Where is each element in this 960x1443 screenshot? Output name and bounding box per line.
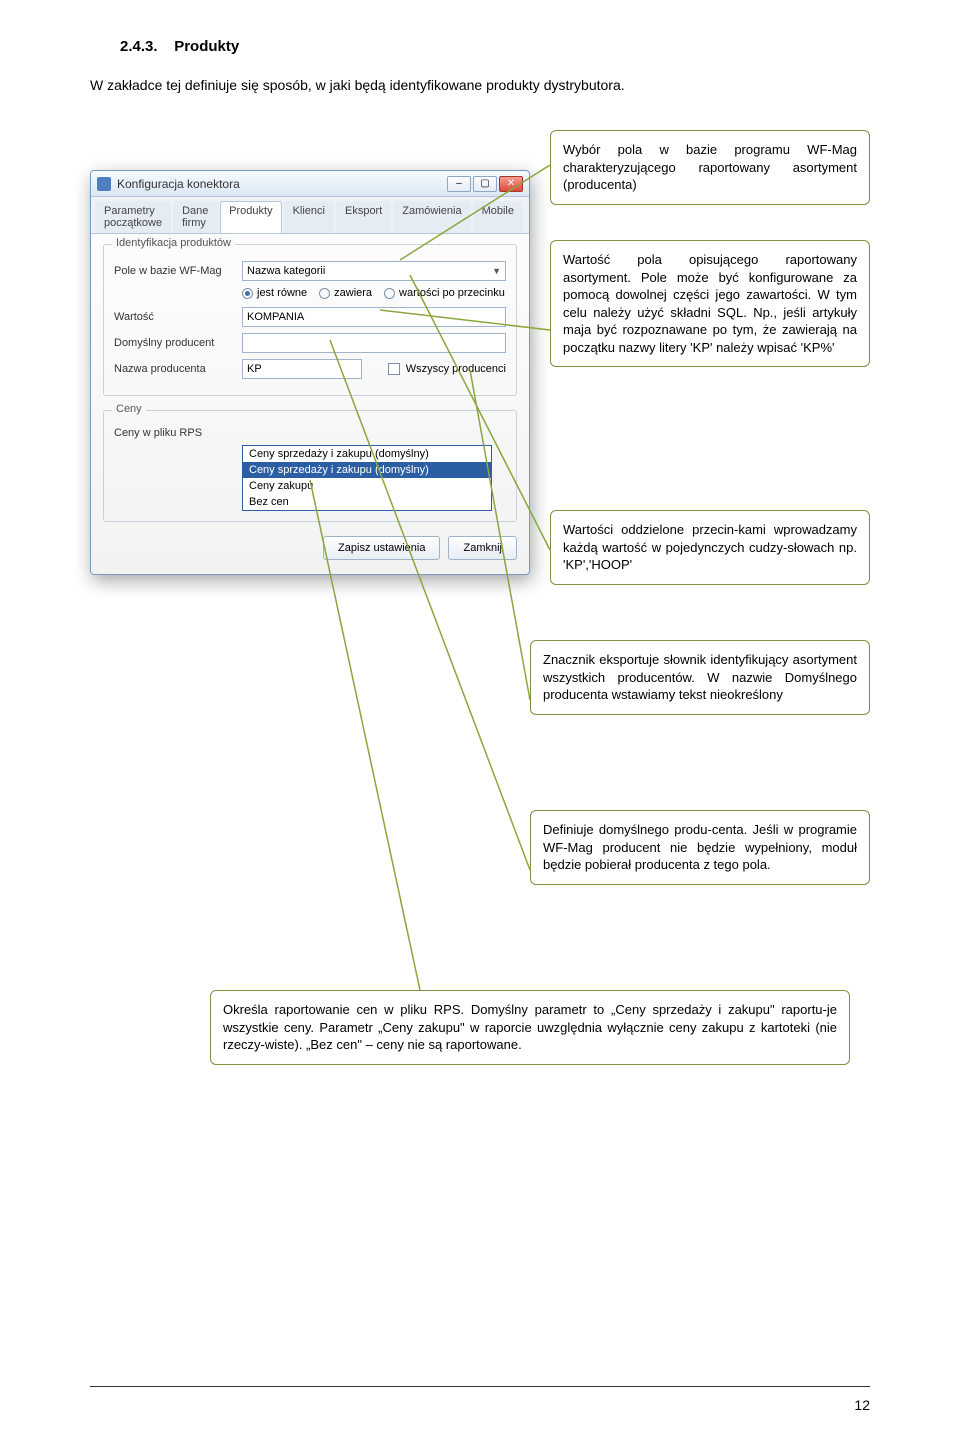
- checkbox-wszyscy[interactable]: [388, 363, 400, 375]
- group-legend-identyfikacja: Identyfikacja produktów: [112, 237, 235, 249]
- callout-1: Wybór pola w bazie programu WF-Mag chara…: [550, 130, 870, 205]
- label-wszyscy: Wszyscy producenci: [406, 363, 506, 375]
- group-identyfikacja: Identyfikacja produktów Pole w bazie WF-…: [103, 244, 517, 396]
- page-footer-rule: [90, 1386, 870, 1387]
- section-heading: 2.4.3. Produkty: [120, 38, 870, 55]
- label-ceny: Ceny w pliku RPS: [114, 427, 234, 439]
- input-wartosc[interactable]: KOMPANIA: [242, 307, 506, 327]
- group-legend-ceny: Ceny: [112, 403, 146, 415]
- input-domyslny[interactable]: [242, 333, 506, 353]
- radio-wartości-po-przecinku[interactable]: wartości po przecinku: [384, 287, 505, 299]
- label-wartosc: Wartość: [114, 311, 234, 323]
- close-button[interactable]: Zamknij: [448, 536, 517, 560]
- tab-dane-firmy[interactable]: Dane firmy: [173, 201, 218, 233]
- tab-eksport[interactable]: Eksport: [336, 201, 391, 233]
- option-ceny-0[interactable]: Ceny sprzedaży i zakupu (domyślny): [243, 446, 491, 462]
- intro-paragraph: W zakładce tej definiuje się sposób, w j…: [90, 75, 870, 96]
- chevron-down-icon: ▼: [492, 266, 501, 276]
- label-pole: Pole w bazie WF-Mag: [114, 265, 234, 277]
- combo-pole-value: Nazwa kategorii: [247, 265, 325, 277]
- group-ceny: Ceny Ceny w pliku RPS Ceny sprzedaży i z…: [103, 410, 517, 522]
- listbox-ceny[interactable]: Ceny sprzedaży i zakupu (domyślny)Ceny s…: [242, 445, 492, 511]
- option-ceny-1[interactable]: Ceny sprzedaży i zakupu (domyślny): [243, 462, 491, 478]
- label-domyslny: Domyślny producent: [114, 337, 234, 349]
- minimize-button[interactable]: –: [447, 176, 471, 192]
- tab-zamówienia[interactable]: Zamówienia: [393, 201, 470, 233]
- input-nazwa-value: KP: [247, 363, 262, 375]
- config-dialog: Konfiguracja konektora – ▢ ✕ Parametry p…: [90, 170, 530, 575]
- label-nazwa: Nazwa producenta: [114, 363, 234, 375]
- tab-parametry-początkowe[interactable]: Parametry początkowe: [95, 201, 171, 233]
- dialog-titlebar: Konfiguracja konektora – ▢ ✕: [91, 171, 529, 197]
- radio-group-match: jest równe zawiera wartości po przecinku: [114, 287, 506, 299]
- close-window-button[interactable]: ✕: [499, 176, 523, 192]
- section-number: 2.4.3.: [120, 38, 158, 55]
- page-number: 12: [854, 1397, 870, 1413]
- callout-5: Definiuje domyślnego produ-centa. Jeśli …: [530, 810, 870, 885]
- dialog-tabs: Parametry początkoweDane firmyProduktyKl…: [91, 197, 529, 234]
- section-title-text: Produkty: [174, 38, 239, 55]
- input-wartosc-value: KOMPANIA: [247, 311, 304, 323]
- callout-3: Wartości oddzielone przecin-kami wprowad…: [550, 510, 870, 585]
- callout-6: Określa raportowanie cen w pliku RPS. Do…: [210, 990, 850, 1065]
- save-button[interactable]: Zapisz ustawienia: [323, 536, 440, 560]
- input-nazwa[interactable]: KP: [242, 359, 362, 379]
- option-ceny-3[interactable]: Bez cen: [243, 494, 491, 510]
- callout-4: Znacznik eksportuje słownik identyfikują…: [530, 640, 870, 715]
- tab-mobile[interactable]: Mobile: [473, 201, 523, 233]
- callout-2: Wartość pola opisującego raportowany aso…: [550, 240, 870, 367]
- app-icon: [97, 177, 111, 191]
- maximize-button[interactable]: ▢: [473, 176, 497, 192]
- radio-zawiera[interactable]: zawiera: [319, 287, 372, 299]
- tab-klienci[interactable]: Klienci: [284, 201, 334, 233]
- tab-produkty[interactable]: Produkty: [220, 201, 281, 233]
- option-ceny-2[interactable]: Ceny zakupu: [243, 478, 491, 494]
- dialog-title: Konfiguracja konektora: [117, 177, 447, 191]
- combo-pole[interactable]: Nazwa kategorii ▼: [242, 261, 506, 281]
- radio-jest-równe[interactable]: jest równe: [242, 287, 307, 299]
